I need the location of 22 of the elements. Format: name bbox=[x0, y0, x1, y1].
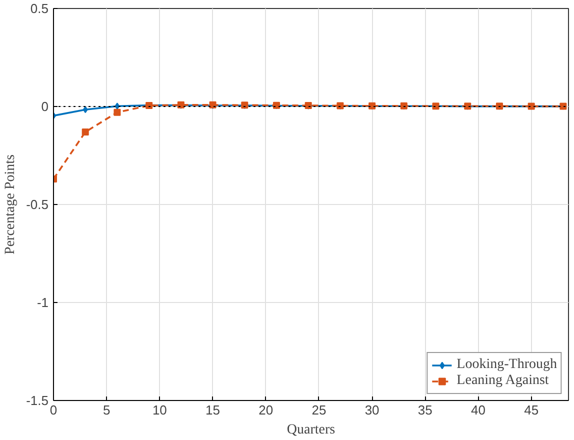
x-tick-label: 20 bbox=[258, 402, 274, 418]
point bbox=[114, 108, 121, 116]
x-tick-label: 25 bbox=[312, 402, 326, 418]
y-tick-label: 0 bbox=[41, 99, 49, 114]
x-tick-label: 30 bbox=[364, 402, 380, 418]
point bbox=[82, 128, 89, 136]
y-tick-label: 0.5 bbox=[30, 1, 49, 16]
x-tick-label: 45 bbox=[524, 402, 539, 418]
x-tick-label: 15 bbox=[206, 402, 220, 418]
x-tick-label: 5 bbox=[102, 402, 110, 418]
y-axis-title: Percentage Points bbox=[3, 154, 18, 254]
point bbox=[114, 102, 120, 110]
x-tick-label: 10 bbox=[152, 402, 167, 418]
legend-label: Looking-Through bbox=[456, 357, 557, 373]
legend-label: Leaning Against bbox=[456, 373, 549, 389]
y-tick-label: -1.5 bbox=[26, 393, 49, 408]
x-tick-label: 40 bbox=[471, 402, 486, 418]
x-axis-title: Quarters bbox=[286, 422, 336, 438]
x-tick-label: 35 bbox=[418, 402, 432, 418]
point bbox=[82, 106, 88, 114]
y-tick-label: -0.5 bbox=[26, 197, 49, 212]
y-tick-label: -1 bbox=[36, 295, 49, 310]
